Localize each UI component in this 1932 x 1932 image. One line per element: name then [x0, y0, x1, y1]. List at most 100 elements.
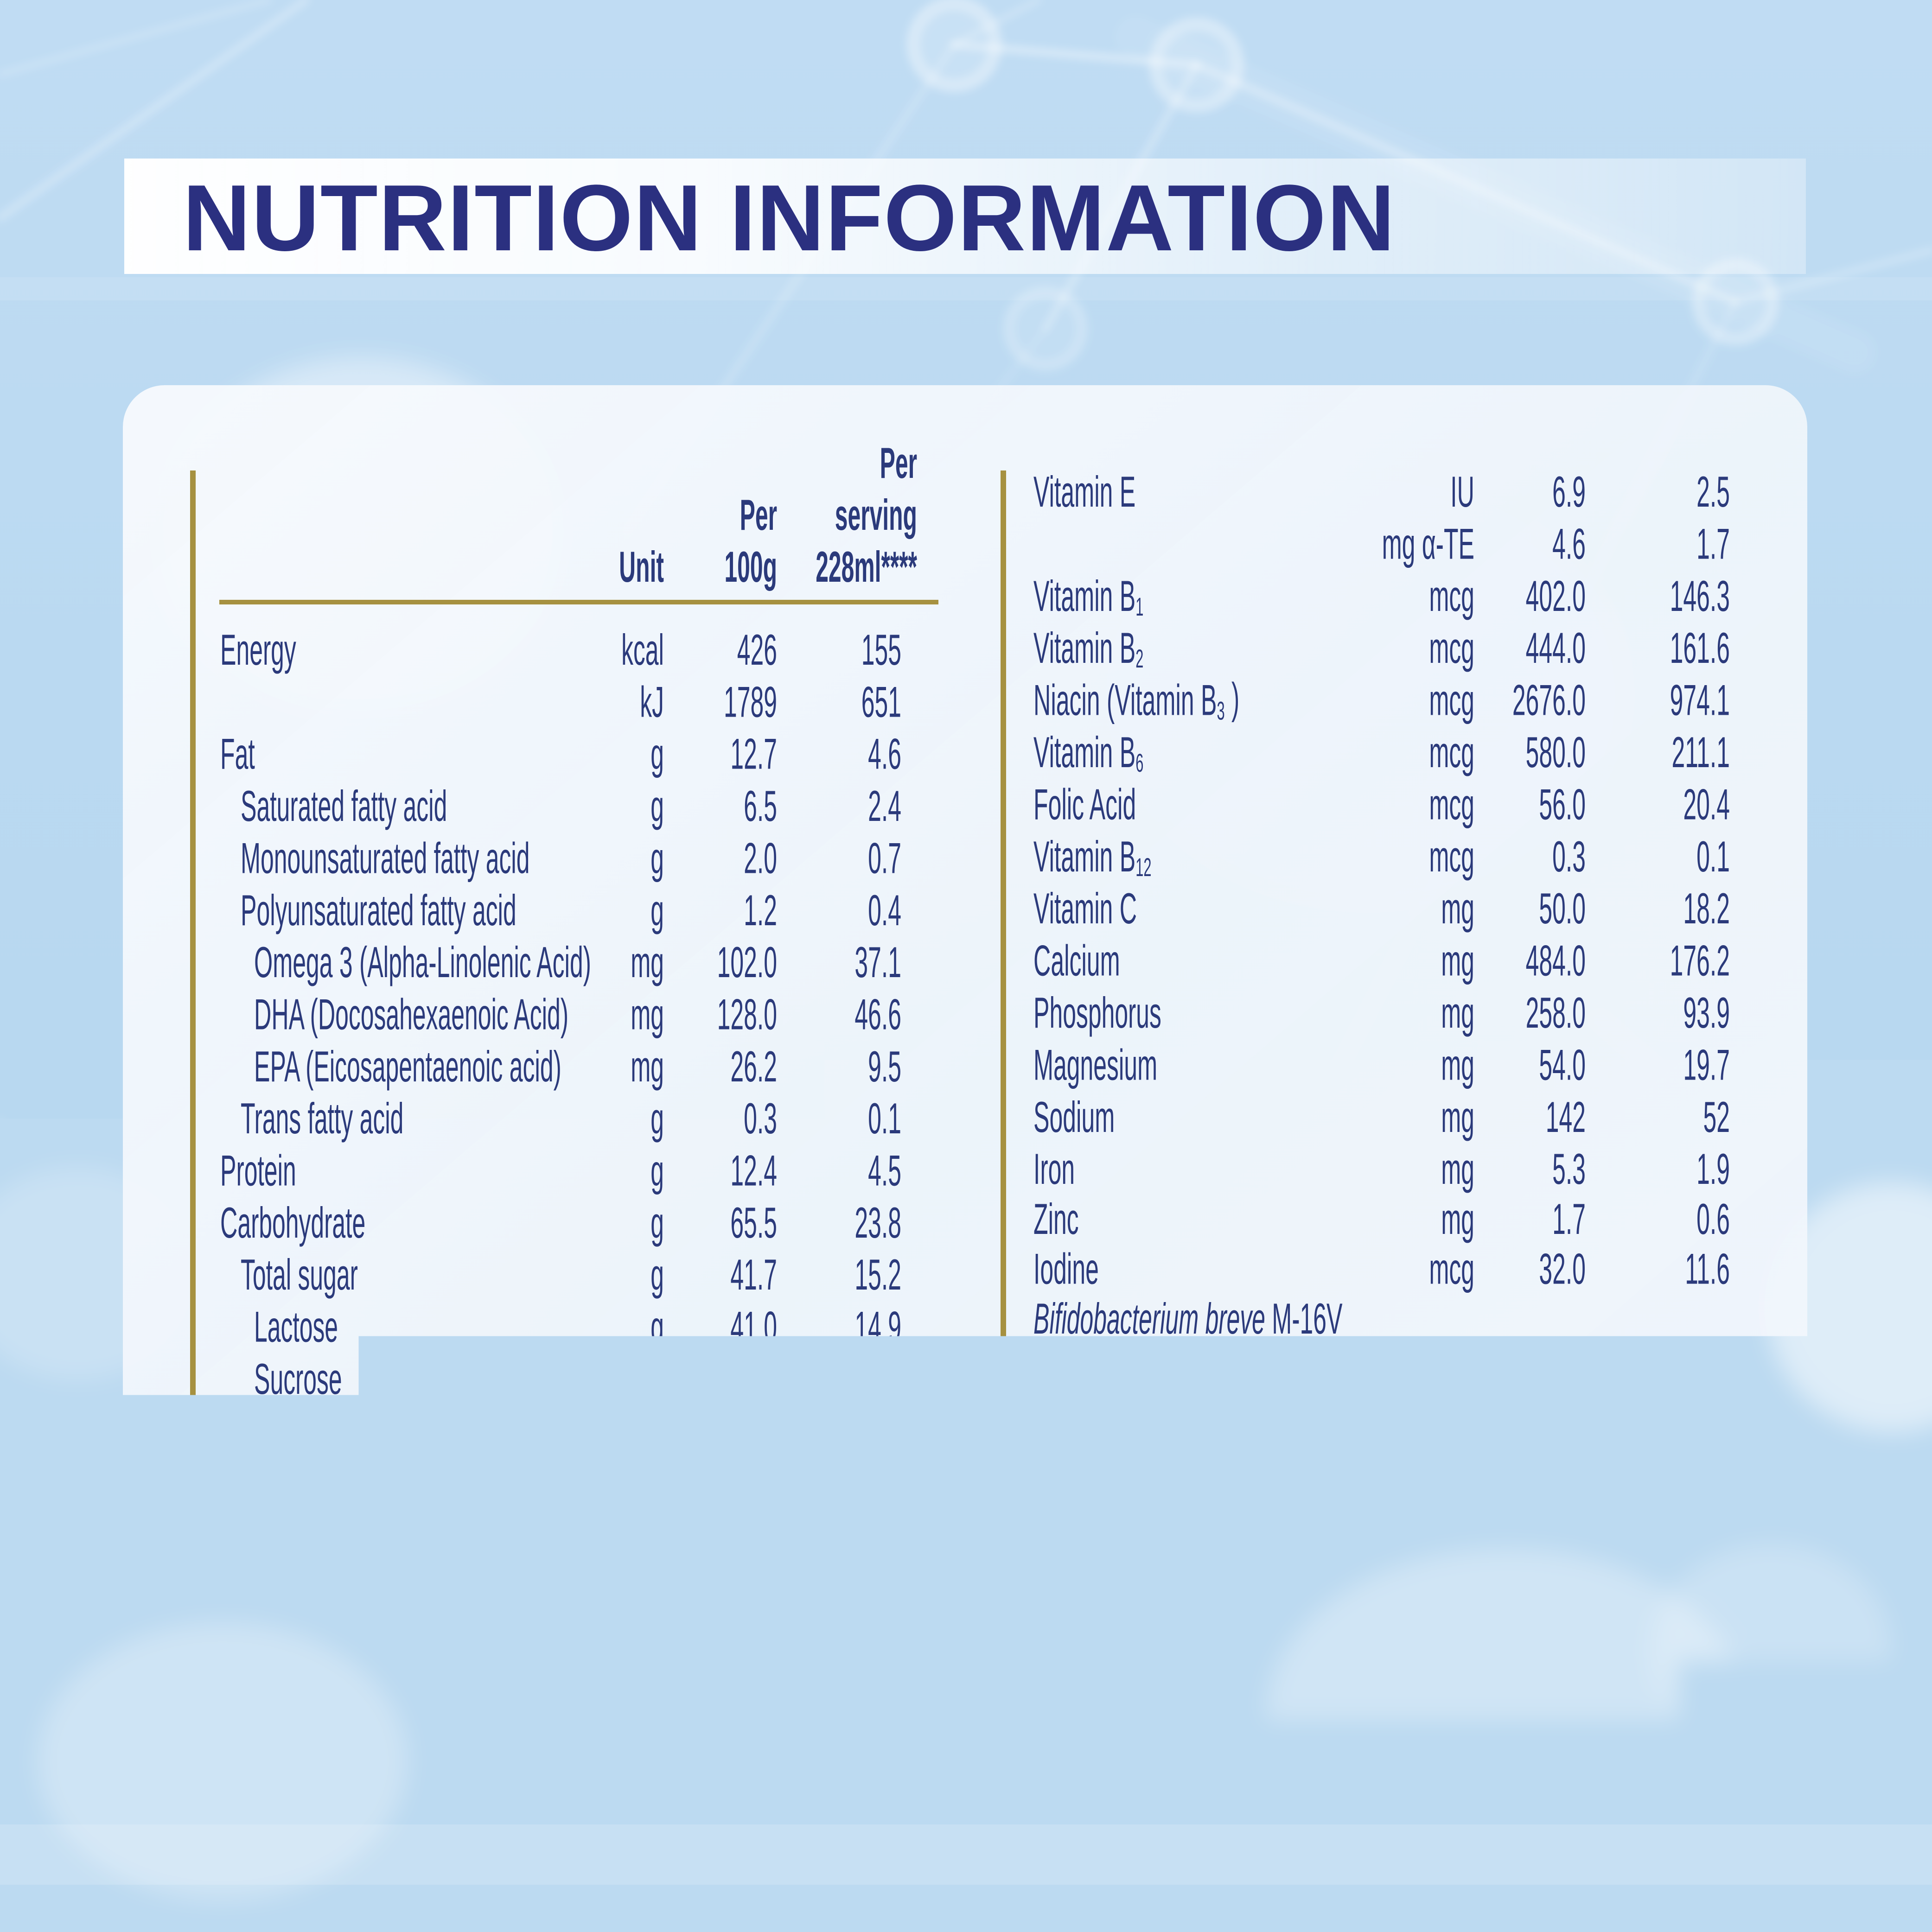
- svg-text:32.0: 32.0: [1539, 1245, 1586, 1293]
- svg-text:100g: 100g: [724, 542, 777, 591]
- svg-text:g: g: [650, 730, 664, 778]
- svg-text:0.3: 0.3: [1552, 833, 1586, 881]
- svg-text:Vitamin D: Vitamin D: [220, 1615, 324, 1664]
- svg-text:100.0: 100.0: [717, 1615, 777, 1664]
- svg-text:18.2: 18.2: [1683, 884, 1730, 933]
- svg-text:mg: mg: [1441, 884, 1474, 933]
- svg-text:Sucrose: Sucrose: [254, 1355, 342, 1404]
- svg-text:41.0: 41.0: [730, 1303, 777, 1351]
- svg-text:113.9: 113.9: [843, 1511, 901, 1560]
- svg-text:mcg: mcg: [1429, 624, 1474, 673]
- svg-text:4.5: 4.5: [868, 1146, 901, 1195]
- svg-text:2.5: 2.5: [744, 1667, 777, 1716]
- svg-text:Vitamin B12: Vitamin B12: [1033, 833, 1152, 882]
- svg-text:NUTRITION INFORMATION: NUTRITION INFORMATION: [183, 165, 1396, 271]
- svg-text:228ml****: 228ml****: [816, 542, 917, 591]
- svg-text:12.4: 12.4: [730, 1146, 777, 1195]
- svg-text:313.0: 313.0: [717, 1511, 777, 1560]
- svg-text:4.6: 4.6: [868, 730, 901, 778]
- svg-text:4.6: 4.6: [1552, 520, 1586, 568]
- svg-text:Unit: Unit: [619, 542, 664, 591]
- svg-text:23.8: 23.8: [854, 1199, 901, 1247]
- svg-text:1789: 1789: [724, 678, 777, 726]
- svg-text:Oligosaccharides mixture: Oligosaccharides mixture: [220, 1407, 489, 1455]
- svg-text:2676.0: 2676.0: [1512, 676, 1586, 724]
- svg-text:46.6: 46.6: [854, 990, 901, 1039]
- svg-text:DHA (Docosahexaenoic Acid): DHA (Docosahexaenoic Acid): [254, 990, 568, 1039]
- svg-text:52: 52: [1703, 1093, 1730, 1142]
- svg-text:651: 651: [861, 678, 901, 726]
- svg-text:19.7: 19.7: [1683, 1041, 1730, 1089]
- svg-text:mcg: mcg: [1429, 780, 1474, 829]
- svg-text:EPA (Eicosapentaenoic acid): EPA (Eicosapentaenoic acid): [254, 1042, 561, 1091]
- svg-text:Per: Per: [880, 439, 917, 487]
- svg-text:Sodium: Sodium: [1033, 1093, 1115, 1142]
- svg-text:(B.breve M-16V): (B.breve M-16V): [1033, 1344, 1209, 1393]
- svg-text:5.3: 5.3: [1552, 1145, 1586, 1194]
- svg-text:155: 155: [861, 626, 901, 674]
- svg-text:mg: mg: [631, 990, 664, 1039]
- svg-text:cfu: cfu: [1442, 1344, 1474, 1393]
- svg-text:IU: IU: [640, 1615, 664, 1664]
- svg-text:26.2: 26.2: [730, 1042, 777, 1091]
- svg-text:1.7: 1.7: [1552, 1195, 1586, 1244]
- svg-text:93.9: 93.9: [1683, 989, 1730, 1037]
- svg-text:6.5: 6.5: [744, 782, 777, 831]
- svg-text:484.0: 484.0: [1526, 936, 1586, 985]
- svg-text:3.1: 3.1: [744, 1459, 777, 1507]
- svg-text:11.6: 11.6: [1685, 1245, 1730, 1293]
- svg-text:g: g: [650, 1146, 664, 1195]
- svg-text:0.4: 0.4: [868, 886, 901, 935]
- svg-text:kcal: kcal: [621, 626, 664, 674]
- svg-text:0.0: 0.0: [868, 1355, 901, 1404]
- svg-text:6.9: 6.9: [1552, 468, 1586, 516]
- svg-text:102.0: 102.0: [717, 938, 777, 987]
- svg-text:Monounsaturated fatty acid: Monounsaturated fatty acid: [241, 834, 530, 883]
- svg-text:g: g: [650, 1355, 664, 1404]
- svg-text:* short chain galacto-oligosac: * short chain galacto-oligosaccharides (…: [1004, 1458, 1498, 1507]
- svg-text:9.5: 9.5: [868, 1042, 901, 1091]
- svg-text:mcg: mcg: [1429, 728, 1474, 777]
- svg-text:580.0: 580.0: [1526, 728, 1586, 777]
- svg-text:402.0: 402.0: [1526, 572, 1586, 621]
- svg-text:0.1: 0.1: [1696, 833, 1730, 881]
- svg-text:g: g: [650, 1251, 664, 1299]
- svg-text:0.1: 0.1: [868, 1094, 901, 1143]
- svg-text:g: g: [650, 1199, 664, 1247]
- svg-text:211.1: 211.1: [1671, 728, 1730, 777]
- svg-text:444.0: 444.0: [1526, 624, 1586, 673]
- svg-text:426: 426: [737, 626, 777, 674]
- svg-text:94.0: 94.0: [730, 1563, 777, 1612]
- svg-text:mg: mg: [1441, 1145, 1474, 1194]
- svg-text:Omega 3 (Alpha-Linolenic Acid): Omega 3 (Alpha-Linolenic Acid): [254, 938, 591, 987]
- svg-text:Energy: Energy: [220, 626, 296, 674]
- svg-text:0.7: 0.7: [868, 834, 901, 883]
- svg-text:Iron: Iron: [1033, 1145, 1075, 1194]
- svg-text:g: g: [650, 1094, 664, 1143]
- svg-text:176.2: 176.2: [1670, 936, 1730, 985]
- svg-text:34.2: 34.2: [854, 1563, 901, 1612]
- svg-text:Magnesium: Magnesium: [1033, 1041, 1157, 1089]
- svg-text:g: g: [650, 1303, 664, 1351]
- svg-text:(90% scGOS*, 10% lcFOS**): (90% scGOS*, 10% lcFOS**): [220, 1459, 530, 1507]
- svg-text:1.00 x 109: 1.00 x 109: [1497, 1344, 1586, 1393]
- svg-text:Total sugar: Total sugar: [241, 1251, 358, 1299]
- svg-text:50.0: 50.0: [1539, 884, 1586, 933]
- svg-text:mg: mg: [1441, 936, 1474, 985]
- svg-text:mg: mg: [1441, 1041, 1474, 1089]
- svg-text:12.7: 12.7: [730, 730, 777, 778]
- svg-text:1.7: 1.7: [1696, 520, 1730, 568]
- svg-text:mcg: mcg: [1429, 833, 1474, 881]
- svg-text:mg α-TE: mg α-TE: [1382, 520, 1474, 568]
- svg-text:Vitamin E: Vitamin E: [1033, 468, 1135, 516]
- svg-text:Zinc: Zinc: [1033, 1195, 1079, 1244]
- svg-text:kJ: kJ: [640, 678, 664, 726]
- svg-text:41.7: 41.7: [730, 1251, 777, 1299]
- svg-text:IU: IU: [640, 1511, 664, 1560]
- svg-text:mg: mg: [631, 1042, 664, 1091]
- svg-text:Protein: Protein: [220, 1146, 296, 1195]
- svg-text:** long chain fructo-oligosacc: ** long chain fructo-oligosaccharides (l…: [1004, 1516, 1472, 1565]
- svg-text:56.0: 56.0: [1539, 780, 1586, 829]
- svg-text:mcg: mcg: [1429, 1245, 1474, 1293]
- svg-text:142: 142: [1546, 1093, 1586, 1142]
